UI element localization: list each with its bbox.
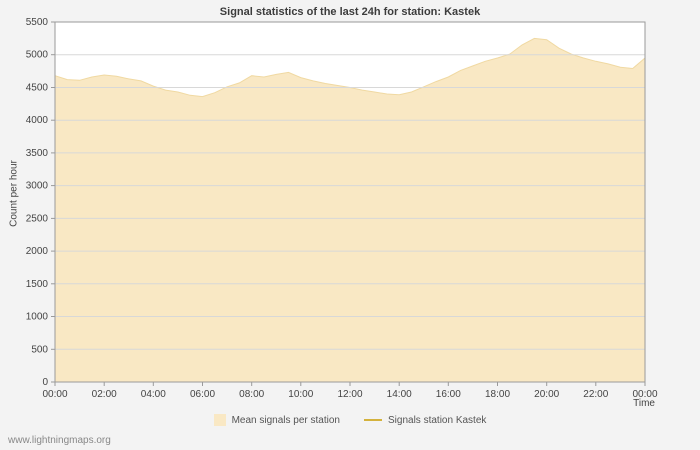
svg-text:22:00: 22:00 xyxy=(583,389,608,400)
svg-text:12:00: 12:00 xyxy=(337,389,362,400)
svg-text:00:00: 00:00 xyxy=(632,389,657,400)
svg-text:5500: 5500 xyxy=(26,17,49,28)
legend-item-mean: Mean signals per station xyxy=(213,414,340,426)
svg-text:0: 0 xyxy=(42,377,48,388)
chart-plot: 0 500 1000 1500 2000 2500 3000 3500 4000 4500 5000… xyxy=(26,17,658,400)
watermark-link: www.lightningmaps.org xyxy=(8,435,111,446)
svg-text:16:00: 16:00 xyxy=(436,389,461,400)
svg-text:4500: 4500 xyxy=(26,83,49,94)
svg-text:4000: 4000 xyxy=(26,115,49,126)
svg-text:1500: 1500 xyxy=(26,279,49,290)
svg-text:02:00: 02:00 xyxy=(92,389,117,400)
y-axis-label: Count per hour xyxy=(8,160,20,227)
svg-text:00:00: 00:00 xyxy=(42,389,67,400)
svg-text:14:00: 14:00 xyxy=(387,389,412,400)
svg-text:2000: 2000 xyxy=(26,246,49,257)
svg-text:1000: 1000 xyxy=(26,312,49,323)
svg-text:10:00: 10:00 xyxy=(288,389,313,400)
legend-station-label: Signals station Kastek xyxy=(388,414,487,426)
line-swatch-icon xyxy=(364,419,382,421)
svg-text:18:00: 18:00 xyxy=(485,389,510,400)
legend-item-station: Signals station Kastek xyxy=(364,415,486,426)
chart-title: Signal statistics of the last 24h for st… xyxy=(219,6,481,18)
svg-text:5000: 5000 xyxy=(26,50,49,61)
svg-text:06:00: 06:00 xyxy=(190,389,215,400)
legend: Mean signals per station Signals station… xyxy=(0,414,700,426)
svg-text:3500: 3500 xyxy=(26,148,49,159)
svg-text:2500: 2500 xyxy=(26,213,49,224)
legend-mean-label: Mean signals per station xyxy=(231,414,340,426)
svg-text:500: 500 xyxy=(31,344,48,355)
svg-text:3000: 3000 xyxy=(26,181,49,192)
area-swatch-icon xyxy=(213,414,226,426)
svg-text:08:00: 08:00 xyxy=(239,389,264,400)
svg-text:20:00: 20:00 xyxy=(534,389,559,400)
svg-text:04:00: 04:00 xyxy=(141,389,166,400)
x-axis-label: Time xyxy=(633,398,655,409)
